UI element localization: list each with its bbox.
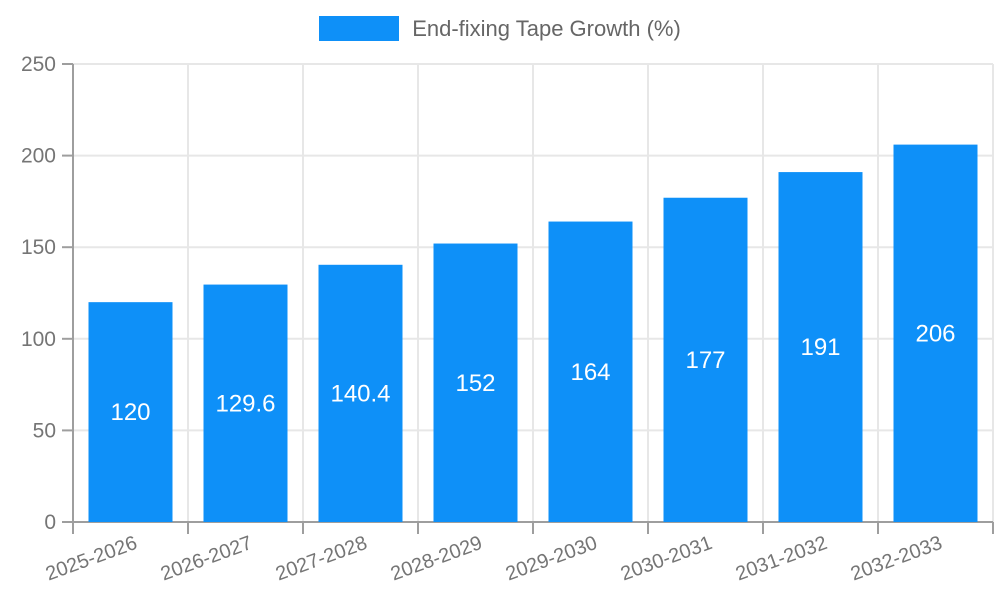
bar[interactable]: [663, 197, 748, 522]
bar[interactable]: [778, 172, 863, 522]
bar-value-label: 140.4: [330, 380, 390, 407]
legend-item[interactable]: End-fixing Tape Growth (%): [319, 16, 681, 41]
x-tick-label: 2031-2032: [733, 532, 830, 585]
bar[interactable]: [318, 264, 403, 522]
bar-value-label: 152: [455, 370, 495, 397]
x-tick-label: 2030-2031: [618, 532, 715, 585]
bar[interactable]: [88, 302, 173, 522]
y-tick-label: 250: [21, 53, 56, 76]
y-tick-label: 100: [21, 328, 56, 351]
bar[interactable]: [203, 284, 288, 522]
x-tick-label: 2029-2030: [503, 532, 600, 585]
y-tick-label: 50: [33, 419, 56, 442]
bar-value-label: 164: [570, 359, 610, 386]
legend: End-fixing Tape Growth (%): [0, 16, 1000, 41]
bar-value-label: 129.6: [215, 390, 275, 417]
bar-value-label: 191: [800, 334, 840, 361]
x-tick-label: 2025-2026: [43, 532, 140, 585]
y-tick-label: 200: [21, 145, 56, 168]
x-tick-label: 2027-2028: [273, 532, 370, 585]
bar[interactable]: [548, 221, 633, 522]
bar[interactable]: [893, 144, 978, 522]
bar-value-label: 206: [915, 320, 955, 347]
y-tick-label: 150: [21, 236, 56, 259]
legend-swatch: [319, 16, 400, 41]
legend-label: End-fixing Tape Growth (%): [412, 16, 681, 41]
bar[interactable]: [433, 243, 518, 522]
y-tick-label: 0: [44, 511, 56, 534]
bar-value-label: 120: [110, 399, 150, 426]
bar-value-label: 177: [685, 347, 725, 374]
x-tick-label: 2032-2033: [848, 532, 945, 585]
x-tick-label: 2028-2029: [388, 532, 485, 585]
x-tick-label: 2026-2027: [158, 532, 255, 585]
